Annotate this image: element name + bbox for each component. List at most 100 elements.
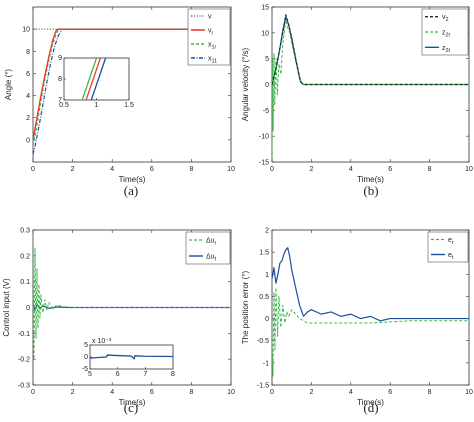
x-axis-label: Time(s) xyxy=(357,398,384,407)
legend-label: v2 xyxy=(442,14,449,23)
y-tick-label: 0.2 xyxy=(20,253,30,260)
x-tick-label: 4 xyxy=(349,389,353,396)
x-tick-label: 6 xyxy=(388,166,392,173)
inset-x-tick-label: 1.5 xyxy=(124,102,134,109)
x-tick-label: 10 xyxy=(465,389,473,396)
y-tick-label: 0 xyxy=(265,316,269,323)
y-tick-label: 0 xyxy=(26,137,30,144)
series-line xyxy=(272,287,469,377)
y-tick-label: 5 xyxy=(265,56,269,63)
legend: er et xyxy=(427,231,469,263)
x-tick-label: 2 xyxy=(71,166,75,173)
legend-label-subscript: r xyxy=(452,240,454,246)
x-tick-label: 2 xyxy=(309,166,313,173)
inset-x-tick-label: 7 xyxy=(143,371,147,378)
series-group xyxy=(272,14,469,157)
y-tick-label: 0 xyxy=(265,82,269,89)
y-tick-label: -1.5 xyxy=(257,383,269,390)
y-tick-label: -1 xyxy=(263,360,269,367)
panel-c: 0 2 4 6 8 10 -0.3 -0.2 -0.1 0 0.1 0.2 0.3 Time(s) Cont… xyxy=(2,228,235,416)
series-line xyxy=(33,235,231,360)
x-tick-label: 4 xyxy=(110,166,114,173)
y-tick-label: 0.3 xyxy=(20,228,30,235)
series-line xyxy=(33,28,231,140)
legend-label: vr xyxy=(208,28,214,37)
y-tick-label: 10 xyxy=(22,27,30,34)
x-axis-label: Time(s) xyxy=(119,175,146,184)
x-tick-label: 10 xyxy=(465,166,473,173)
y-tick-label: 0.1 xyxy=(20,279,30,286)
x-tick-label: 10 xyxy=(227,389,235,396)
series-line xyxy=(272,19,469,157)
legend-box xyxy=(187,8,231,66)
inset-y-tick-label: 0 xyxy=(84,354,88,361)
legend-label-subscript: 1r xyxy=(212,45,217,51)
inset-plot: 0.5 1 1.5 7 8 9 xyxy=(58,55,134,109)
series-line xyxy=(272,247,469,322)
panel-d: 0 2 4 6 8 10 -1.5 -1 -0.5 0 0.5 1 1.5 2 Time(s) The pos… xyxy=(241,228,473,416)
y-tick-label: -10 xyxy=(259,134,269,141)
x-axis-label: Time(s) xyxy=(119,398,146,407)
inset-exponent-label: x 10⁻³ xyxy=(92,338,112,345)
y-tick-label: 1.5 xyxy=(259,250,269,257)
x-tick-label: 8 xyxy=(189,166,193,173)
inset-frame xyxy=(63,57,130,101)
panel-caption: (b) xyxy=(363,183,378,198)
y-axis-label: Angle (°) xyxy=(4,69,13,101)
x-tick-label: 6 xyxy=(150,389,154,396)
y-tick-label: -0.3 xyxy=(18,383,30,390)
series-line xyxy=(33,28,231,155)
inset-y-tick-label: 8 xyxy=(58,76,62,83)
panel-caption: (d) xyxy=(363,400,378,415)
x-tick-label: 2 xyxy=(71,389,75,396)
inset-plot: 5 6 7 8 -5 0 5 x 10⁻³ xyxy=(82,338,175,378)
inset-x-tick-label: 6 xyxy=(116,371,120,378)
y-tick-label: 6 xyxy=(26,71,30,78)
y-tick-label: -15 xyxy=(259,160,269,167)
y-tick-label: 2 xyxy=(26,115,30,122)
legend-label: er xyxy=(448,237,454,246)
y-tick-label: 10 xyxy=(261,30,269,37)
inset-series-line xyxy=(90,354,173,360)
x-tick-label: 0 xyxy=(270,389,274,396)
panel-b: 0 2 4 6 8 10 -15 -10 -5 0 5 10 15 Time(s) Angular velo… xyxy=(241,5,473,199)
x-tick-label: 0 xyxy=(270,166,274,173)
x-tick-label: 2 xyxy=(309,389,313,396)
legend: v vr x1r x11 xyxy=(187,8,231,66)
legend-label: v xyxy=(208,14,212,21)
x-tick-label: 8 xyxy=(428,166,432,173)
y-tick-label: 1 xyxy=(265,272,269,279)
x-tick-label: 6 xyxy=(388,389,392,396)
y-axis-label: Angular velocity (°/s) xyxy=(241,47,250,121)
inset-x-tick-label: 0.5 xyxy=(59,102,69,109)
y-tick-label: 0.5 xyxy=(259,294,269,301)
legend-label-subscript: r xyxy=(215,241,217,247)
legend-label-subscript: r xyxy=(212,31,214,37)
legend-box xyxy=(185,231,231,265)
legend-label-subscript: 2r xyxy=(446,33,451,39)
x-axis-label: Time(s) xyxy=(357,175,384,184)
x-tick-label: 10 xyxy=(227,166,235,173)
y-tick-label: 2 xyxy=(265,228,269,235)
inset-y-tick-label: 9 xyxy=(58,55,62,62)
x-tick-label: 8 xyxy=(428,389,432,396)
inset-x-tick-label: 1 xyxy=(95,102,99,109)
y-tick-label: -0.1 xyxy=(18,331,30,338)
inset-y-tick-label: 7 xyxy=(58,97,62,104)
x-tick-label: 0 xyxy=(31,166,35,173)
panel-caption: (a) xyxy=(124,183,138,198)
inset-series-line xyxy=(81,58,98,100)
inset-series-line xyxy=(85,58,102,100)
legend: v2 z2r z2t xyxy=(421,8,469,56)
series-group xyxy=(272,247,469,377)
legend-label-subscript: t xyxy=(452,255,454,261)
y-tick-label: 4 xyxy=(26,93,30,100)
series-line xyxy=(272,14,469,86)
y-tick-label: -5 xyxy=(263,108,269,115)
legend-label: x1r xyxy=(208,42,217,51)
series-group xyxy=(33,28,231,155)
series-group xyxy=(33,235,231,360)
inset-series-line xyxy=(90,58,107,100)
y-tick-label: 15 xyxy=(261,5,269,12)
x-tick-label: 6 xyxy=(150,166,154,173)
